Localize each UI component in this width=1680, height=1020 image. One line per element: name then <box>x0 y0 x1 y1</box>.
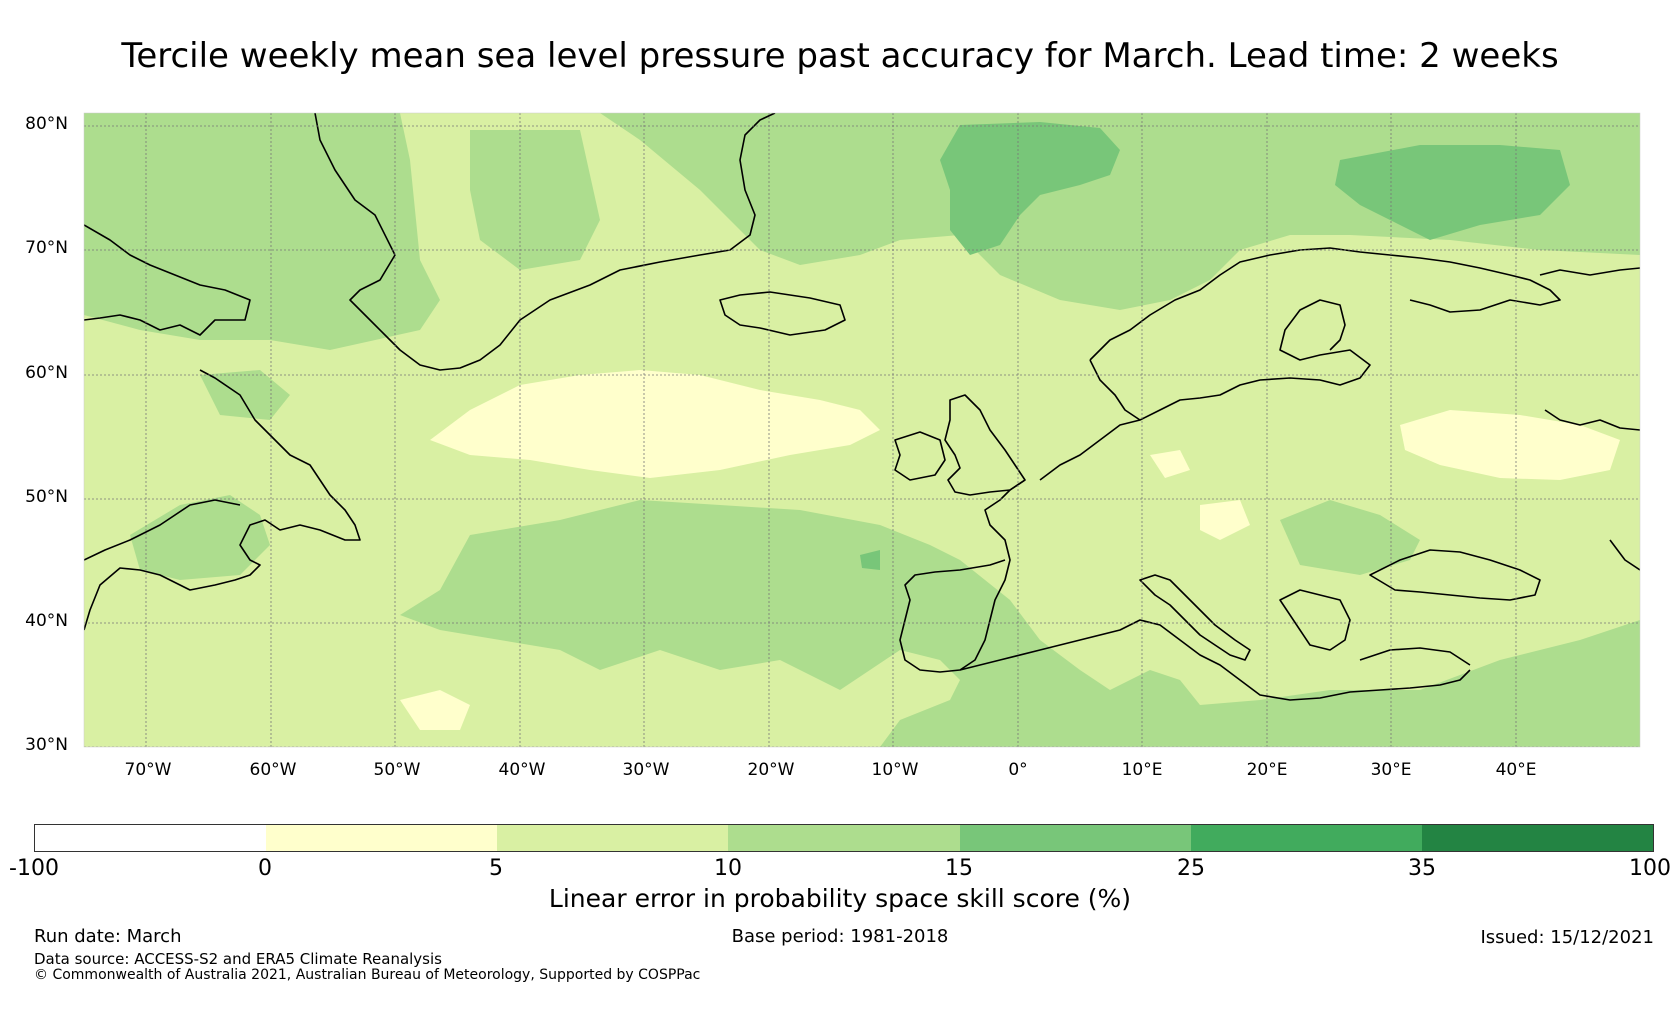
region-nova-scotia <box>130 495 270 580</box>
coastlines <box>84 113 1640 701</box>
caspian-coast <box>1609 539 1640 571</box>
lat-label-80n: 80°N <box>25 114 68 134</box>
lon-label-20w: 20°W <box>747 760 795 780</box>
lon-label-10w: 10°W <box>871 760 919 780</box>
data-source: Data source: ACCESS-S2 and ERA5 Climate … <box>34 950 442 968</box>
lat-label-30n: 30°N <box>25 735 68 755</box>
region-east-greenland <box>470 130 600 270</box>
baffin-coast <box>84 224 251 336</box>
colorbar-tick-10: 10 <box>714 856 742 881</box>
graticule <box>84 113 1640 747</box>
map-frame <box>83 112 1641 748</box>
region-southwest-low-skill <box>400 690 470 730</box>
lon-label-10e: 10°E <box>1121 760 1163 780</box>
norway-south-coast <box>1089 359 1141 421</box>
anatolia-coast <box>1359 647 1471 666</box>
colorbar-segment-15-25 <box>959 825 1191 851</box>
north-africa-coast <box>959 619 1471 701</box>
iceland-coast <box>719 291 846 336</box>
colorbar-tick-5: 5 <box>489 856 503 881</box>
colorbar-tick-neg100: -100 <box>9 856 59 881</box>
scandinavia-north-coast <box>1089 247 1561 361</box>
colorbar-segment-0-5 <box>266 825 498 851</box>
chart-title: Tercile weekly mean sea level pressure p… <box>121 36 1559 76</box>
colorbar-segment-35-100 <box>1421 825 1653 851</box>
lat-label-60n: 60°N <box>25 363 68 383</box>
colorbar-segment-5-10 <box>497 825 729 851</box>
colorbar-tick-0: 0 <box>258 856 272 881</box>
skill-region-0-5 <box>400 370 1620 730</box>
colorbar-tick-100: 100 <box>1629 856 1671 881</box>
colorbar-tick-15: 15 <box>945 856 973 881</box>
issued-date: Issued: 15/12/2021 <box>1480 927 1654 948</box>
lon-label-30w: 30°W <box>622 760 670 780</box>
gulf-st-lawrence-coast <box>84 499 241 561</box>
lon-label-50w: 50°W <box>373 760 421 780</box>
region-greenland-west <box>84 113 440 350</box>
kola-coast <box>1539 267 1640 276</box>
black-sea-coast <box>1369 549 1541 601</box>
lon-label-40e: 40°E <box>1495 760 1537 780</box>
greece-coast <box>1279 589 1351 651</box>
region-barents-west <box>940 122 1120 255</box>
colorbar-tick-35: 35 <box>1408 856 1436 881</box>
lat-label-70n: 70°N <box>25 238 68 258</box>
region-spot-iberia <box>860 550 880 570</box>
base-period: Base period: 1981-2018 <box>731 926 949 947</box>
ireland-coast <box>894 431 946 481</box>
white-sea-coast <box>1544 409 1640 431</box>
italy-coast <box>1139 574 1251 661</box>
lat-label-40n: 40°N <box>25 611 68 631</box>
region-subtropical-atlantic <box>400 500 1640 747</box>
baltic-coast <box>1039 299 1371 481</box>
north-america-coast <box>84 369 361 631</box>
lon-label-30e: 30°E <box>1370 760 1412 780</box>
region-north-atlantic-low-skill <box>430 370 880 478</box>
region-balkans <box>1280 500 1420 575</box>
colorbar-segment-neg100-0 <box>35 825 267 851</box>
region-baffin <box>84 250 120 300</box>
lon-label-70w: 70°W <box>124 760 172 780</box>
region-russia-low-skill <box>1400 410 1620 480</box>
lat-label-50n: 50°N <box>25 487 68 507</box>
copyright: © Commonwealth of Australia 2021, Austra… <box>34 967 701 983</box>
lon-label-0: 0° <box>1008 760 1028 780</box>
lon-label-20e: 20°E <box>1246 760 1288 780</box>
region-central-europe-low-skill <box>1150 450 1190 478</box>
skill-score-map <box>83 112 1641 748</box>
lon-label-60w: 60°W <box>249 760 297 780</box>
run-date: Run date: March <box>34 926 182 947</box>
region-alps-low-skill <box>1200 500 1250 540</box>
colorbar-segment-25-35 <box>1190 825 1422 851</box>
skill-region-15-25 <box>860 122 1570 570</box>
great-britain-coast <box>944 394 1026 496</box>
colorbar-label: Linear error in probability space skill … <box>548 884 1132 913</box>
colorbar-segment-10-15 <box>728 825 960 851</box>
region-kara-sea <box>1335 145 1570 240</box>
colorbar <box>34 824 1654 852</box>
lon-label-40w: 40°W <box>498 760 546 780</box>
colorbar-tick-25: 25 <box>1177 856 1205 881</box>
